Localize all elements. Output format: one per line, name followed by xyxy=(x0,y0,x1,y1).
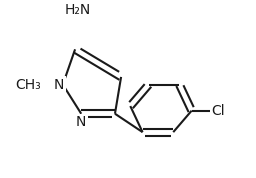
Text: CH₃: CH₃ xyxy=(16,78,41,92)
Text: N: N xyxy=(54,78,64,92)
Text: N: N xyxy=(76,115,87,129)
Text: Cl: Cl xyxy=(211,104,225,118)
Text: H₂N: H₂N xyxy=(65,3,91,17)
